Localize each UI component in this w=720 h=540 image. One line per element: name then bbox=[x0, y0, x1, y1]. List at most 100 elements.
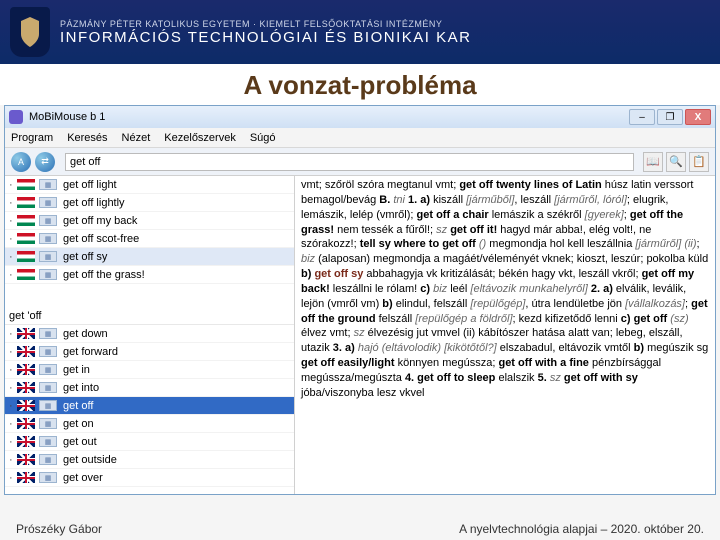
list-item-label: get outside bbox=[63, 454, 290, 466]
globe-icon[interactable]: ⇄ bbox=[35, 152, 55, 172]
close-button[interactable]: X bbox=[685, 109, 711, 125]
maximize-button[interactable]: ❐ bbox=[657, 109, 683, 125]
content-area: ·▦get off light·▦get off lightly·▦get of… bbox=[5, 176, 715, 494]
target-lang-icon: ▦ bbox=[39, 400, 57, 411]
target-lang-icon: ▦ bbox=[39, 364, 57, 375]
phrase-list-top[interactable]: ·▦get off light·▦get off lightly·▦get of… bbox=[5, 176, 294, 308]
list-item-label: get into bbox=[63, 382, 290, 394]
flag-icon bbox=[17, 233, 35, 244]
target-lang-icon: ▦ bbox=[39, 328, 57, 339]
banner-texts: PÁZMÁNY PÉTER KATOLIKUS EGYETEM · KIEMEL… bbox=[60, 19, 471, 46]
list-item[interactable]: ·▦get into bbox=[5, 379, 294, 397]
list-item[interactable]: · ▦ get on bbox=[5, 415, 294, 433]
list-item-label: get off sy bbox=[63, 251, 290, 263]
flag-icon bbox=[17, 179, 35, 190]
flag-icon bbox=[17, 197, 35, 208]
expand-icon: · bbox=[9, 382, 17, 394]
flag-icon bbox=[17, 215, 35, 226]
target-lang-icon: ▦ bbox=[39, 472, 57, 483]
banner-subtitle: PÁZMÁNY PÉTER KATOLIKUS EGYETEM · KIEMEL… bbox=[60, 19, 471, 29]
expand-icon: · bbox=[9, 179, 17, 191]
target-lang-icon: ▦ bbox=[39, 436, 57, 447]
expand-icon: · bbox=[9, 251, 17, 263]
target-lang-icon: ▦ bbox=[39, 454, 57, 465]
left-column: ·▦get off light·▦get off lightly·▦get of… bbox=[5, 176, 295, 494]
list-item[interactable]: · ▦ get off bbox=[5, 397, 294, 415]
toolbar: A ⇄ 📖 🔍 📋 bbox=[5, 148, 715, 176]
list-item-label: get off bbox=[63, 400, 290, 412]
app-icon bbox=[9, 110, 23, 124]
expand-icon: · bbox=[9, 472, 17, 484]
footer-course: A nyelvtechnológia alapjai – 2020. októb… bbox=[459, 522, 704, 536]
phrase-list-bottom[interactable]: ·▦get down·▦get forward·▦get in·▦get int… bbox=[5, 325, 294, 494]
list-item-label: get off lightly bbox=[63, 197, 290, 209]
expand-icon: · bbox=[9, 269, 17, 281]
list-item[interactable]: ·▦get down bbox=[5, 325, 294, 343]
expand-icon: · bbox=[9, 418, 17, 430]
copy-icon[interactable]: 📋 bbox=[689, 152, 709, 172]
menu-bar: Program Keresés Nézet Kezelőszervek Súgó bbox=[5, 128, 715, 148]
list-item[interactable]: · ▦ get over bbox=[5, 469, 294, 487]
target-lang-icon: ▦ bbox=[39, 179, 57, 190]
list-item[interactable]: ·▦get off light bbox=[5, 176, 294, 194]
list-item[interactable]: ·▦get off scot-free bbox=[5, 230, 294, 248]
target-lang-icon: ▦ bbox=[39, 418, 57, 429]
target-lang-icon: ▦ bbox=[39, 215, 57, 226]
target-lang-icon: ▦ bbox=[39, 269, 57, 280]
expand-icon: · bbox=[9, 400, 17, 412]
flag-icon bbox=[17, 269, 35, 280]
list-item-label: get in bbox=[63, 364, 290, 376]
slide-title: A vonzat-probléma bbox=[0, 64, 720, 105]
search-input[interactable] bbox=[65, 153, 634, 171]
list-item-label: get off my back bbox=[63, 215, 290, 227]
flag-icon bbox=[17, 436, 35, 447]
list-item-label: get over bbox=[63, 472, 290, 484]
flag-icon bbox=[17, 418, 35, 429]
list-item[interactable]: · ▦ get off sy bbox=[5, 248, 294, 266]
minimize-button[interactable]: – bbox=[629, 109, 655, 125]
menu-program[interactable]: Program bbox=[11, 132, 53, 144]
list-item-label: get off scot-free bbox=[63, 233, 290, 245]
search-icon[interactable]: 🔍 bbox=[666, 152, 686, 172]
list-item-label: get off the grass! bbox=[63, 269, 290, 281]
list-item[interactable]: · ▦ get out bbox=[5, 433, 294, 451]
target-lang-icon: ▦ bbox=[39, 251, 57, 262]
list-item[interactable]: ·▦get forward bbox=[5, 343, 294, 361]
menu-search[interactable]: Keresés bbox=[67, 132, 107, 144]
flag-icon bbox=[17, 346, 35, 357]
list-item[interactable]: · ▦ get off the grass! bbox=[5, 266, 294, 284]
application-window: MoBiMouse b 1 – ❐ X Program Keresés Néze… bbox=[4, 105, 716, 495]
menu-help[interactable]: Súgó bbox=[250, 132, 276, 144]
group-header: get 'off bbox=[5, 308, 294, 325]
flag-icon bbox=[17, 328, 35, 339]
flag-icon bbox=[17, 251, 35, 262]
flag-icon bbox=[17, 472, 35, 483]
target-lang-icon: ▦ bbox=[39, 233, 57, 244]
globe-icon[interactable]: A bbox=[11, 152, 31, 172]
expand-icon: · bbox=[9, 364, 17, 376]
list-item[interactable]: ·▦get off my back bbox=[5, 212, 294, 230]
expand-icon: · bbox=[9, 454, 17, 466]
expand-icon: · bbox=[9, 436, 17, 448]
window-titlebar[interactable]: MoBiMouse b 1 – ❐ X bbox=[5, 106, 715, 128]
list-item[interactable]: · ▦ get outside bbox=[5, 451, 294, 469]
list-item[interactable]: · ▦ get off lightly bbox=[5, 194, 294, 212]
flag-icon bbox=[17, 364, 35, 375]
flag-icon bbox=[17, 382, 35, 393]
window-title: MoBiMouse b 1 bbox=[29, 111, 105, 123]
book-icon[interactable]: 📖 bbox=[643, 152, 663, 172]
list-item-label: get on bbox=[63, 418, 290, 430]
footer-author: Prószéky Gábor bbox=[16, 522, 102, 536]
menu-controls[interactable]: Kezelőszervek bbox=[164, 132, 236, 144]
flag-icon bbox=[17, 400, 35, 411]
definition-pane[interactable]: vmt; szőröl szóra megtanul vmt; get off … bbox=[295, 176, 715, 494]
list-item-label: get out bbox=[63, 436, 290, 448]
target-lang-icon: ▦ bbox=[39, 197, 57, 208]
list-item[interactable]: · ▦ get in bbox=[5, 361, 294, 379]
list-item-label: get down bbox=[63, 328, 290, 340]
expand-icon: · bbox=[9, 197, 17, 209]
target-lang-icon: ▦ bbox=[39, 346, 57, 357]
menu-view[interactable]: Nézet bbox=[122, 132, 151, 144]
flag-icon bbox=[17, 454, 35, 465]
banner-title: INFORMÁCIÓS TECHNOLÓGIAI ÉS BIONIKAI KAR bbox=[60, 29, 471, 46]
